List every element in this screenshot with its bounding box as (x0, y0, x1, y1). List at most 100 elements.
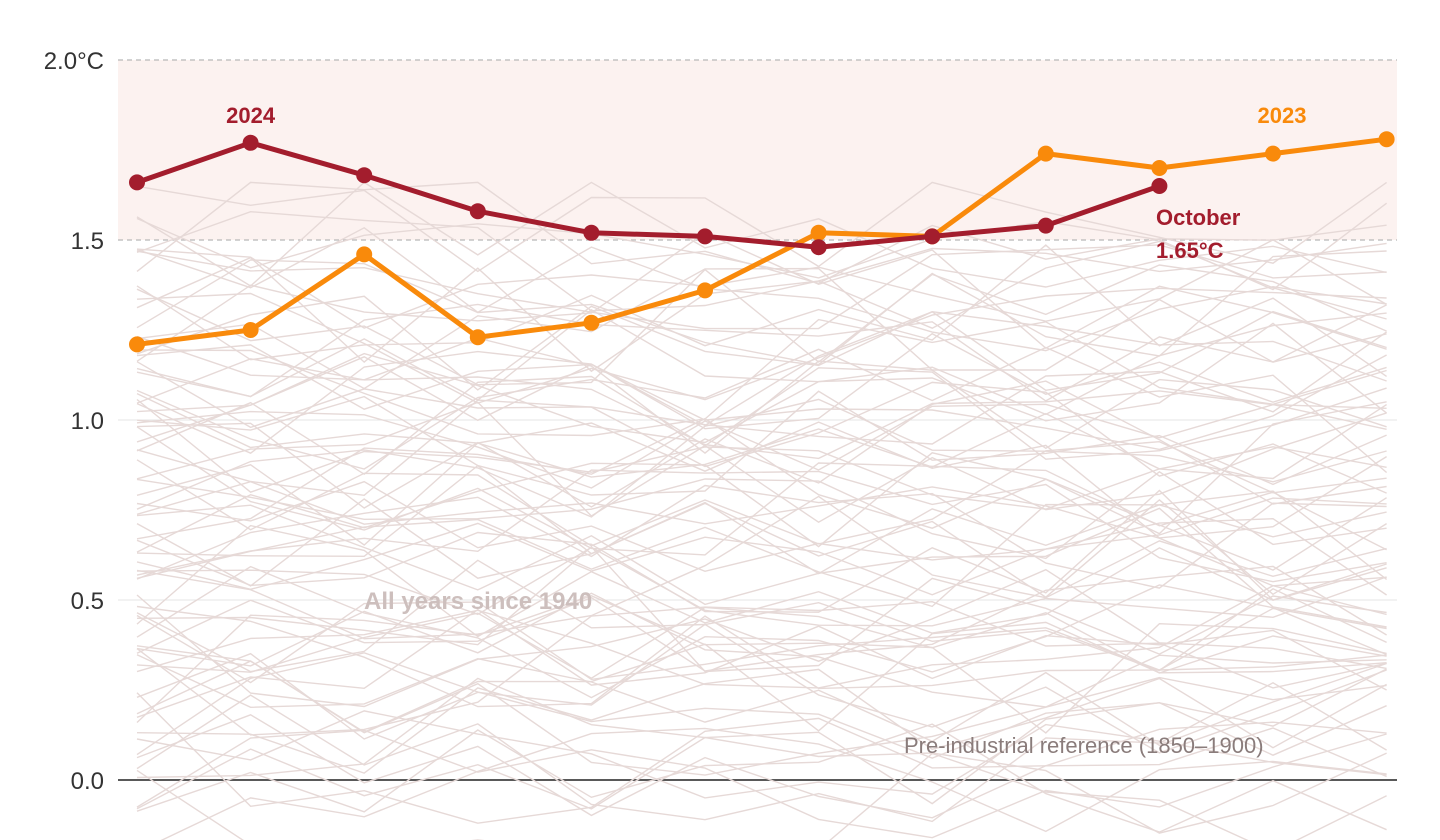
y-tick-label: 2.0°C (44, 48, 104, 75)
background-year-line (136, 601, 1387, 684)
background-year-line (136, 470, 1387, 560)
data-point-2023 (1151, 160, 1168, 176)
data-point-2024 (469, 203, 486, 220)
y-axis: 2.0°C 1.5 1.0 0.5 0.0 (44, 48, 104, 795)
october-month-label: October (1156, 205, 1241, 230)
october-value-label: 1.65°C (1156, 238, 1224, 263)
y-tick-label: 1.5 (71, 228, 104, 255)
series-label-2024: 2024 (226, 103, 276, 128)
background-year-line (136, 600, 1387, 736)
background-year-line (136, 226, 1387, 352)
background-year-line (136, 595, 1387, 734)
background-year-line (136, 681, 1387, 823)
background-year-line (136, 608, 1387, 718)
background-year-line (160, 727, 1387, 840)
background-year-line (136, 264, 1387, 386)
background-year-line (136, 308, 1387, 416)
data-point-2024 (356, 167, 373, 184)
y-tick-label: 0.5 (71, 588, 104, 615)
background-year-line (136, 621, 1387, 733)
background-year-line (136, 240, 1387, 373)
background-year-line (136, 729, 1387, 839)
background-year-line (136, 390, 1387, 496)
background-year-line (136, 652, 1387, 759)
background-year-line (136, 452, 1387, 571)
data-point-2023 (129, 336, 145, 353)
background-year-line (136, 517, 1387, 596)
background-year-line (136, 545, 1387, 673)
data-point-2023 (810, 224, 827, 241)
background-year-line (136, 322, 1388, 444)
background-year-line (136, 677, 1387, 805)
highlight-band-layer (118, 60, 1397, 240)
background-year-line (136, 310, 1387, 427)
data-point-2024 (129, 174, 145, 191)
series-label-2023: 2023 (1258, 103, 1307, 128)
data-point-2023 (356, 246, 373, 263)
background-year-line (136, 489, 1387, 613)
background-year-line (136, 392, 1387, 480)
background-year-line (136, 232, 1387, 362)
data-point-2024 (242, 134, 259, 151)
data-point-2023 (697, 282, 713, 299)
background-year-line (136, 239, 1387, 329)
data-point-2024 (583, 224, 600, 241)
background-year-line (136, 668, 1387, 774)
background-year-line (136, 401, 1387, 540)
background-year-line (136, 692, 1387, 824)
data-point-2023 (242, 322, 259, 338)
data-point-2024 (810, 239, 827, 256)
background-year-line (136, 380, 1387, 509)
y-tick-label: 0.0 (71, 768, 104, 795)
series-2024 (129, 134, 1168, 256)
highlighted-series (129, 131, 1395, 353)
background-year-line (136, 358, 1387, 460)
y-tick-label: 1.0 (71, 408, 104, 435)
background-year-line (136, 524, 1387, 638)
background-year-line (136, 559, 1387, 673)
background-year-line (136, 464, 1387, 575)
background-year-line (136, 250, 1387, 366)
background-year-line (136, 398, 1387, 510)
background-year-line (136, 565, 1387, 672)
highlight-band (118, 60, 1397, 240)
data-point-2023 (1265, 145, 1281, 162)
background-year-line (136, 295, 1387, 391)
data-point-2023 (1037, 145, 1054, 162)
background-year-line (136, 267, 1387, 390)
data-point-2023 (469, 329, 486, 346)
series-line-2023 (134, 136, 1390, 347)
background-year-line (136, 710, 1387, 799)
background-years-lines (136, 181, 1388, 840)
background-year-line (136, 426, 1387, 556)
baseline-reference-label: Pre-industrial reference (1850–1900) (904, 733, 1264, 758)
data-point-2024 (1151, 178, 1168, 194)
background-year-line (136, 181, 1387, 285)
background-year-line (136, 605, 1387, 708)
background-year-line (136, 181, 1388, 273)
annotations: All years since 1940 Pre-industrial refe… (226, 103, 1306, 758)
background-year-line (136, 331, 1388, 445)
data-point-2024 (1037, 217, 1054, 234)
series-line-2024 (134, 140, 1162, 250)
background-year-line (136, 401, 1387, 524)
background-year-line (136, 752, 1387, 840)
background-year-line (136, 181, 1387, 288)
data-point-2023 (583, 314, 600, 331)
background-year-line (136, 318, 1387, 437)
background-years-label: All years since 1940 (364, 588, 592, 615)
data-point-2023 (1378, 131, 1395, 148)
background-year-line (136, 565, 1387, 699)
background-year-line (136, 244, 1387, 377)
background-year-line (136, 303, 1387, 402)
background-year-line (136, 332, 1387, 455)
background-year-line (136, 546, 1387, 627)
background-year-line (136, 623, 1387, 754)
background-year-line (136, 714, 1387, 819)
data-point-2024 (924, 228, 941, 245)
background-year-line (136, 469, 1387, 583)
background-year-line (136, 736, 1387, 834)
background-year-line (136, 480, 1387, 587)
background-year-line (136, 367, 1387, 476)
